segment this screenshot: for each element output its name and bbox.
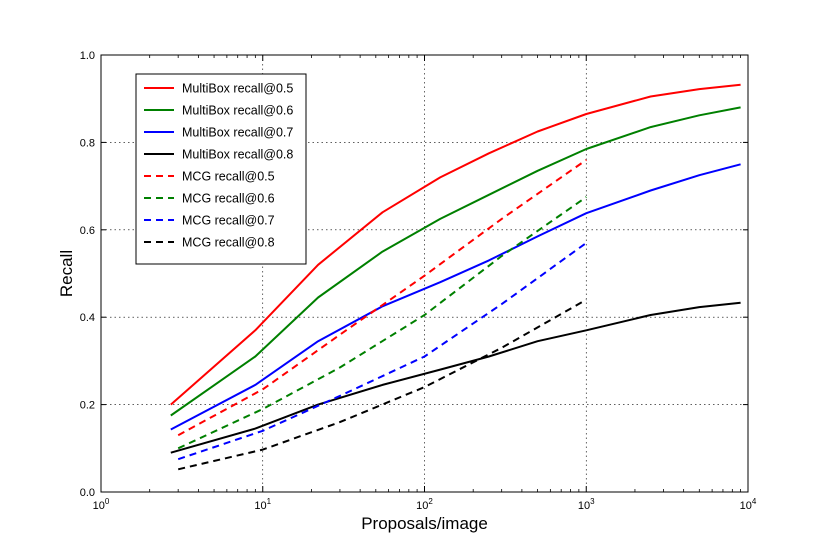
x-tick-base: 10 (254, 500, 266, 512)
series-line-multibox-recall-0-6 (170, 106, 741, 417)
x-tick-exponent: 4 (752, 497, 757, 506)
x-tick-label: 103 (578, 497, 595, 512)
series-line-mcg-recall-0-7 (177, 242, 587, 461)
legend-label: MultiBox recall@0.5 (182, 82, 293, 96)
x-axis-title: Proposals/image (361, 514, 488, 533)
x-tick-label: 104 (740, 497, 757, 512)
series-line-mcg-recall-0-6 (177, 196, 587, 450)
x-tick-exponent: 0 (105, 497, 110, 506)
series-line-multibox-recall-0-5 (170, 83, 741, 406)
y-axis-title: Recall (57, 250, 76, 297)
x-tick-base: 10 (93, 500, 105, 512)
series-line-multibox-recall-0-8 (170, 301, 741, 454)
y-tick-label: 1.0 (80, 50, 95, 62)
legend-label: MCG recall@0.7 (182, 214, 275, 228)
x-tick-base: 10 (416, 500, 428, 512)
series-lines (170, 83, 741, 471)
legend-label: MCG recall@0.8 (182, 236, 275, 250)
series-line-mcg-recall-0-8 (177, 298, 587, 471)
series-line-mcg-recall-0-5 (177, 159, 587, 437)
legend-label: MultiBox recall@0.8 (182, 148, 293, 162)
x-tick-label: 100 (93, 497, 110, 512)
x-tick-label: 101 (254, 497, 271, 512)
x-tick-label: 102 (416, 497, 433, 512)
series-line-multibox-recall-0-7 (170, 163, 741, 431)
legend-box (135, 73, 307, 265)
y-tick-label: 0.0 (80, 487, 95, 499)
legend-label: MultiBox recall@0.7 (182, 126, 293, 140)
legend-label: MCG recall@0.5 (182, 170, 275, 184)
x-tick-exponent: 2 (428, 497, 433, 506)
legend-label: MCG recall@0.6 (182, 192, 275, 206)
legend: MultiBox recall@0.5 MultiBox recall@0.6 Mu… (135, 73, 307, 265)
legend-label: MultiBox recall@0.6 (182, 104, 293, 118)
x-tick-base: 10 (740, 500, 752, 512)
y-tick-label: 0.6 (80, 225, 95, 237)
y-tick-label: 0.8 (80, 137, 95, 149)
y-tick-label: 0.2 (80, 400, 95, 412)
x-tick-base: 10 (578, 500, 590, 512)
x-tick-exponent: 3 (590, 497, 595, 506)
x-tick-exponent: 1 (267, 497, 272, 506)
y-tick-label: 0.4 (80, 312, 95, 324)
